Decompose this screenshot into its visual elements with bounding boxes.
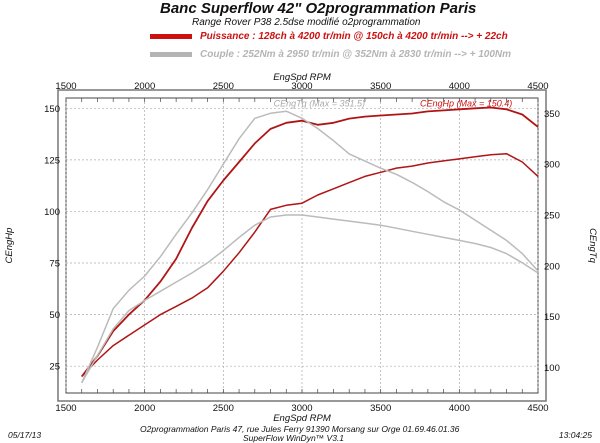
- footer-date: 05/17/13: [8, 430, 42, 440]
- footer-time: 13:04:25: [558, 430, 592, 440]
- legend-entry-torque: Couple : 252Nm à 2950 tr/min @ 352Nm à 2…: [150, 46, 511, 62]
- x-tick-label-top: 2500: [213, 81, 234, 92]
- legend-swatch-power: [150, 33, 192, 39]
- legend-swatch-torque: [150, 51, 192, 57]
- y-right-tick-label: 300: [544, 160, 560, 171]
- series-line-2: [81, 152, 539, 378]
- y-left-axis-title: CEngHp: [4, 228, 15, 264]
- y-left-tick-label: 125: [44, 155, 60, 166]
- y-right-tick-label: 200: [544, 261, 560, 272]
- footer-address: O2programmation Paris 47, rue Jules Ferr…: [140, 424, 460, 434]
- y-left-tick-label: 100: [44, 207, 60, 218]
- x-axis-title-top: EngSpd RPM: [273, 72, 331, 83]
- x-tick-label-top: 3500: [370, 81, 391, 92]
- x-tick-label-top: 1500: [55, 81, 76, 92]
- x-tick-label-bottom: 3500: [370, 403, 391, 414]
- x-tick-label-top: 4000: [449, 81, 470, 92]
- x-tick-label-top: 4500: [527, 81, 548, 92]
- y-left-tick-label: 50: [49, 310, 60, 321]
- y-right-tick-label: 250: [544, 210, 560, 221]
- y-left-tick-label: 150: [44, 104, 60, 115]
- series-line-4: [81, 214, 539, 384]
- x-tick-label-bottom: 1500: [55, 403, 76, 414]
- y-right-tick-label: 100: [544, 363, 560, 374]
- y-left-tick-label: 25: [49, 362, 60, 373]
- y-right-axis-title: CEngTq: [587, 228, 598, 264]
- x-axis-title-bottom: EngSpd RPM: [273, 413, 331, 424]
- x-tick-label-top: 3000: [291, 81, 312, 92]
- y-right-tick-label: 350: [544, 109, 560, 120]
- chart-title: Banc Superflow 42" O2programmation Paris: [160, 0, 477, 17]
- legend-entry-power: Puissance : 128ch à 4200 tr/min @ 150ch …: [150, 28, 508, 44]
- x-tick-label-bottom: 2500: [213, 403, 234, 414]
- x-tick-label-top: 2000: [134, 81, 155, 92]
- max-annotation-1: CEngTq (Max = 351.5): [274, 99, 365, 109]
- x-tick-label-bottom: 4500: [527, 403, 548, 414]
- chart-subtitle: Range Rover P38 2.5dse modifié o2program…: [192, 17, 421, 28]
- y-right-tick-label: 150: [544, 312, 560, 323]
- y-left-tick-label: 75: [49, 259, 60, 270]
- legend-label-power: Puissance : 128ch à 4200 tr/min @ 150ch …: [200, 30, 508, 42]
- x-tick-label-bottom: 2000: [134, 403, 155, 414]
- max-annotation-2: CEngHp (Max = 150.4): [420, 99, 512, 109]
- x-tick-label-bottom: 3000: [291, 403, 312, 414]
- legend-label-torque: Couple : 252Nm à 2950 tr/min @ 352Nm à 2…: [200, 48, 511, 60]
- x-tick-label-bottom: 4000: [449, 403, 470, 414]
- series-line-3: [81, 110, 539, 384]
- footer-software: SuperFlow WinDyn™ V3.1: [243, 433, 345, 443]
